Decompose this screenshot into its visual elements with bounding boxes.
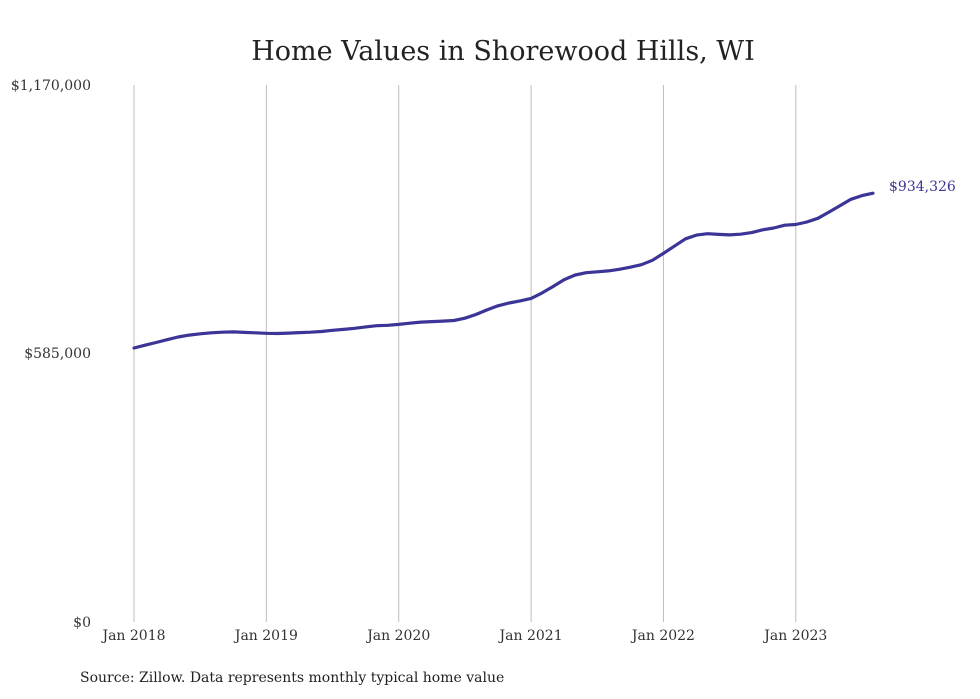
- data-point: [419, 320, 422, 324]
- end-value-label: $934,326: [889, 179, 956, 195]
- data-point: [574, 273, 577, 277]
- data-point: [408, 322, 411, 325]
- data-point: [463, 317, 467, 320]
- data-point: [772, 226, 775, 230]
- x-axis-ticks: Jan 2018 Jan 2019 Jan 2020 Jan 2021 Jan …: [100, 628, 827, 644]
- x-tick-label: Jan 2018: [100, 628, 165, 644]
- data-point: [221, 331, 224, 334]
- data-point: [364, 325, 367, 329]
- data-point: [662, 252, 665, 255]
- data-point: [342, 328, 345, 331]
- data-point: [794, 223, 797, 226]
- data-point: [397, 323, 400, 326]
- data-point: [717, 233, 720, 236]
- data-point: [441, 319, 444, 323]
- x-tick-label: Jan 2021: [498, 628, 563, 644]
- data-point: [331, 329, 334, 332]
- data-point: [529, 297, 533, 300]
- data-point: [816, 217, 820, 220]
- source-note: Source: Zillow. Data represents monthly …: [80, 670, 504, 686]
- data-point: [618, 268, 621, 271]
- data-point: [309, 331, 312, 334]
- x-tick-label: Jan 2023: [762, 628, 827, 644]
- data-point: [353, 327, 356, 330]
- data-point: [298, 331, 301, 334]
- data-point: [728, 233, 731, 237]
- data-point: [165, 338, 169, 341]
- data-point: [375, 324, 378, 327]
- data-point: [485, 308, 489, 312]
- series-line: [132, 191, 875, 350]
- data-point: [827, 210, 831, 214]
- data-point: [474, 313, 478, 316]
- data-point: [540, 291, 544, 295]
- data-point: [243, 331, 246, 334]
- y-tick-label: $585,000: [24, 346, 91, 362]
- data-point: [430, 320, 433, 323]
- data-point: [276, 332, 279, 335]
- data-point: [673, 244, 676, 248]
- data-point: [386, 324, 389, 327]
- data-point: [452, 319, 456, 322]
- y-tick-label: $0: [73, 615, 91, 631]
- data-point: [585, 271, 588, 274]
- data-point: [287, 331, 290, 335]
- x-tick-label: Jan 2020: [365, 628, 430, 644]
- data-point: [507, 301, 511, 305]
- data-point: [651, 259, 654, 262]
- data-point: [849, 198, 853, 201]
- data-point: [750, 231, 753, 234]
- data-point: [695, 233, 698, 237]
- data-point: [860, 194, 864, 197]
- data-point: [640, 263, 643, 266]
- data-points: [132, 192, 875, 350]
- data-point: [871, 192, 875, 195]
- data-point: [176, 335, 180, 339]
- data-point: [199, 332, 202, 335]
- y-tick-label: $1,170,000: [11, 78, 91, 94]
- data-point: [739, 233, 742, 236]
- data-point: [232, 330, 235, 334]
- data-point: [607, 269, 610, 273]
- gridlines: [133, 85, 797, 622]
- data-point: [629, 266, 632, 269]
- data-point: [143, 344, 147, 347]
- data-point: [684, 237, 687, 240]
- data-point: [132, 346, 136, 350]
- data-point: [210, 331, 213, 334]
- data-point: [265, 332, 268, 335]
- data-point: [805, 220, 808, 224]
- data-point: [188, 333, 191, 337]
- data-point: [518, 299, 522, 303]
- data-point: [783, 224, 786, 227]
- x-tick-label: Jan 2022: [630, 628, 695, 644]
- data-point: [761, 228, 764, 231]
- data-point: [154, 341, 158, 344]
- chart-title: Home Values in Shorewood Hills, WI: [251, 36, 755, 67]
- data-point: [596, 270, 599, 273]
- x-tick-label: Jan 2019: [233, 628, 298, 644]
- data-point: [838, 204, 842, 207]
- data-point: [496, 304, 500, 307]
- data-point: [563, 278, 566, 281]
- data-point: [551, 285, 555, 288]
- data-point: [320, 330, 323, 333]
- data-point: [706, 232, 709, 235]
- data-point: [254, 331, 257, 334]
